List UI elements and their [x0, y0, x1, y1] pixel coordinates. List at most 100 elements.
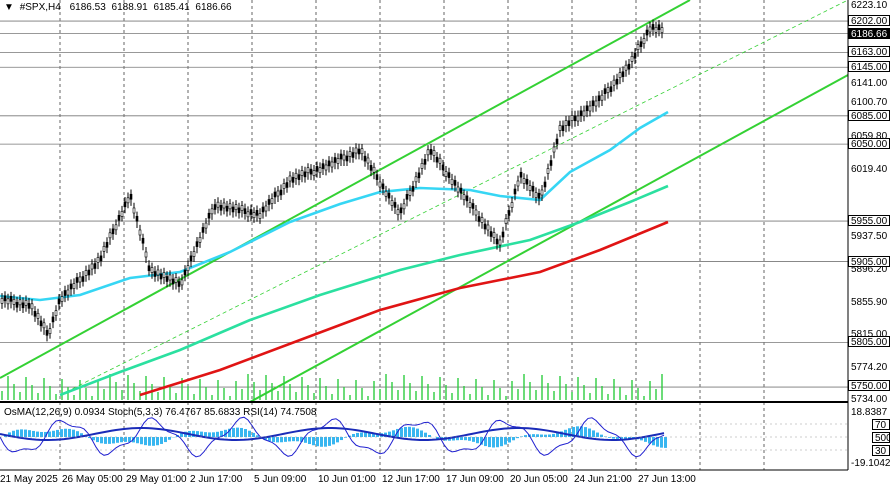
osma-bar	[304, 437, 307, 443]
dropdown-triangle-icon[interactable]: ▼	[4, 2, 14, 13]
osma-bar	[284, 437, 287, 442]
level-tag[interactable]: 6145.00	[848, 61, 890, 73]
price-axis-label: 6141.00	[851, 78, 888, 89]
candle-body	[177, 281, 181, 287]
osma-bar	[144, 437, 147, 446]
osc-level-tag: 500	[872, 432, 890, 444]
osma-bar	[664, 437, 667, 448]
osma-bar	[568, 428, 571, 437]
candle-body	[162, 272, 166, 278]
candle-body	[120, 211, 124, 217]
osma-bar	[180, 433, 183, 437]
candle-body	[441, 164, 445, 171]
osma-bar	[88, 437, 91, 439]
candle-body	[351, 152, 355, 158]
level-tag[interactable]: 6085.00	[848, 110, 890, 122]
candle-body	[537, 192, 541, 199]
candle-body	[213, 204, 217, 210]
candle-body	[561, 125, 565, 132]
osma-bar	[624, 437, 627, 439]
candle-body	[603, 88, 607, 94]
candle-body	[147, 265, 151, 272]
osma-bar	[236, 427, 239, 437]
candle-body	[75, 277, 79, 283]
chart-header: ▼ #SPX,H4 6186.53 6188.91 6185.41 6186.6…	[4, 2, 235, 13]
osma-bar	[220, 430, 223, 437]
candle-body	[39, 320, 43, 327]
level-tag[interactable]: 5750.00	[848, 380, 890, 392]
level-tag[interactable]: 6202.00	[848, 15, 890, 27]
osma-bar	[248, 430, 251, 437]
osma-bar	[276, 437, 279, 443]
osma-bar	[412, 427, 415, 437]
candle-body	[429, 149, 433, 155]
candle-body	[0, 298, 4, 304]
osma-bar	[200, 431, 203, 437]
candle-body	[99, 255, 103, 262]
candle-body	[336, 158, 340, 164]
candle-body	[648, 26, 652, 33]
osma-bar	[612, 437, 615, 439]
level-tag[interactable]: 6163.00	[848, 46, 890, 58]
candle-body	[402, 203, 406, 210]
candle-body	[111, 228, 115, 235]
candle-body	[159, 273, 163, 280]
candle-body	[72, 283, 76, 289]
candle-body	[612, 79, 616, 86]
level-tag[interactable]: 5955.00	[848, 215, 890, 227]
candle-body	[570, 115, 574, 121]
osma-bar	[356, 432, 359, 437]
osma-bar	[8, 432, 11, 437]
osma-bar	[256, 435, 259, 437]
osma-bar	[56, 429, 59, 437]
candle-body	[108, 232, 112, 239]
candle-body	[57, 298, 61, 305]
indicator-header: OsMA(12,26,9) 0.0934 Stoch(5,3,3) 76.476…	[4, 407, 316, 418]
osc-level-tag: 70	[872, 419, 890, 431]
osma-bar	[360, 432, 363, 437]
osma-bar	[424, 432, 427, 437]
osma-bar	[280, 437, 283, 443]
candle-body	[468, 202, 472, 208]
osma-bar	[344, 437, 347, 438]
candle-body	[624, 64, 628, 71]
osma-bar	[244, 429, 247, 437]
candle-body	[141, 237, 145, 244]
osma-bar	[320, 437, 323, 447]
candle-body	[126, 197, 130, 204]
osma-bar	[156, 437, 159, 446]
level-tag[interactable]: 5905.00	[848, 256, 890, 268]
level-tag[interactable]: 5805.00	[848, 336, 890, 348]
candle-body	[51, 316, 55, 323]
time-axis-label: 21 May 2025	[0, 474, 58, 485]
osma-bar	[52, 430, 55, 437]
osma-bar	[264, 437, 267, 440]
osma-bar	[452, 437, 455, 441]
candle-body	[129, 193, 133, 200]
osma-bar	[492, 437, 495, 448]
candle-body	[456, 186, 460, 193]
candle-body	[279, 189, 283, 196]
candle-body	[327, 160, 331, 167]
candle-body	[240, 205, 244, 211]
candle-body	[501, 231, 505, 238]
candle-body	[183, 269, 187, 276]
osma-bar	[32, 430, 35, 437]
level-tag[interactable]: 6050.00	[848, 138, 890, 150]
rsi-label: RSI(14)	[243, 407, 278, 418]
candle-body	[465, 195, 469, 202]
candle-body	[321, 163, 325, 169]
price-axis-label: 6223.10	[851, 0, 888, 11]
candle-body	[384, 190, 388, 197]
candle-body	[489, 231, 493, 237]
candle-body	[462, 194, 466, 201]
osma-bar	[312, 437, 315, 446]
candle-body	[450, 178, 454, 185]
trend-channel-lines	[0, 0, 849, 403]
low-value: 6185.41	[153, 2, 190, 13]
candle-body	[309, 168, 313, 175]
candle-body	[498, 239, 502, 246]
candle-body	[396, 209, 400, 216]
osma-bar	[516, 437, 519, 439]
